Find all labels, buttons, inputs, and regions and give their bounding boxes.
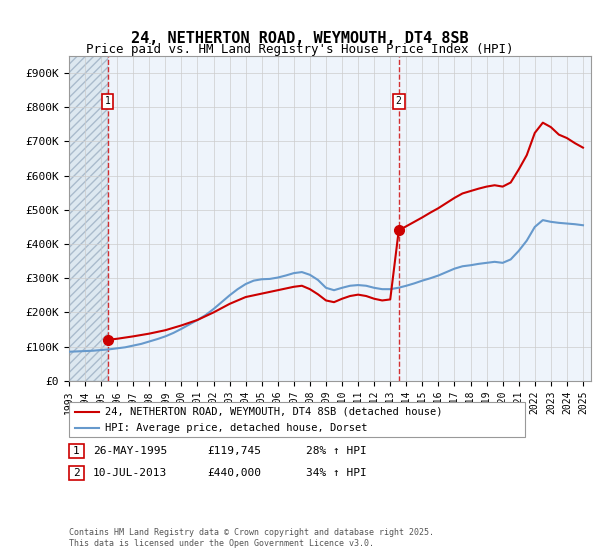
Text: 1: 1 xyxy=(73,446,80,456)
Text: 34% ↑ HPI: 34% ↑ HPI xyxy=(306,468,367,478)
Text: Contains HM Land Registry data © Crown copyright and database right 2025.
This d: Contains HM Land Registry data © Crown c… xyxy=(69,528,434,548)
Bar xyxy=(69,56,107,381)
Text: 2: 2 xyxy=(73,468,80,478)
Text: 26-MAY-1995: 26-MAY-1995 xyxy=(93,446,167,456)
Text: Price paid vs. HM Land Registry's House Price Index (HPI): Price paid vs. HM Land Registry's House … xyxy=(86,43,514,56)
Text: 24, NETHERTON ROAD, WEYMOUTH, DT4 8SB: 24, NETHERTON ROAD, WEYMOUTH, DT4 8SB xyxy=(131,31,469,46)
Text: 2: 2 xyxy=(396,96,401,106)
Text: 24, NETHERTON ROAD, WEYMOUTH, DT4 8SB (detached house): 24, NETHERTON ROAD, WEYMOUTH, DT4 8SB (d… xyxy=(105,407,443,417)
Text: 10-JUL-2013: 10-JUL-2013 xyxy=(93,468,167,478)
Text: HPI: Average price, detached house, Dorset: HPI: Average price, detached house, Dors… xyxy=(105,423,367,433)
Text: £119,745: £119,745 xyxy=(207,446,261,456)
Text: 1: 1 xyxy=(104,96,110,106)
Text: £440,000: £440,000 xyxy=(207,468,261,478)
Text: 28% ↑ HPI: 28% ↑ HPI xyxy=(306,446,367,456)
